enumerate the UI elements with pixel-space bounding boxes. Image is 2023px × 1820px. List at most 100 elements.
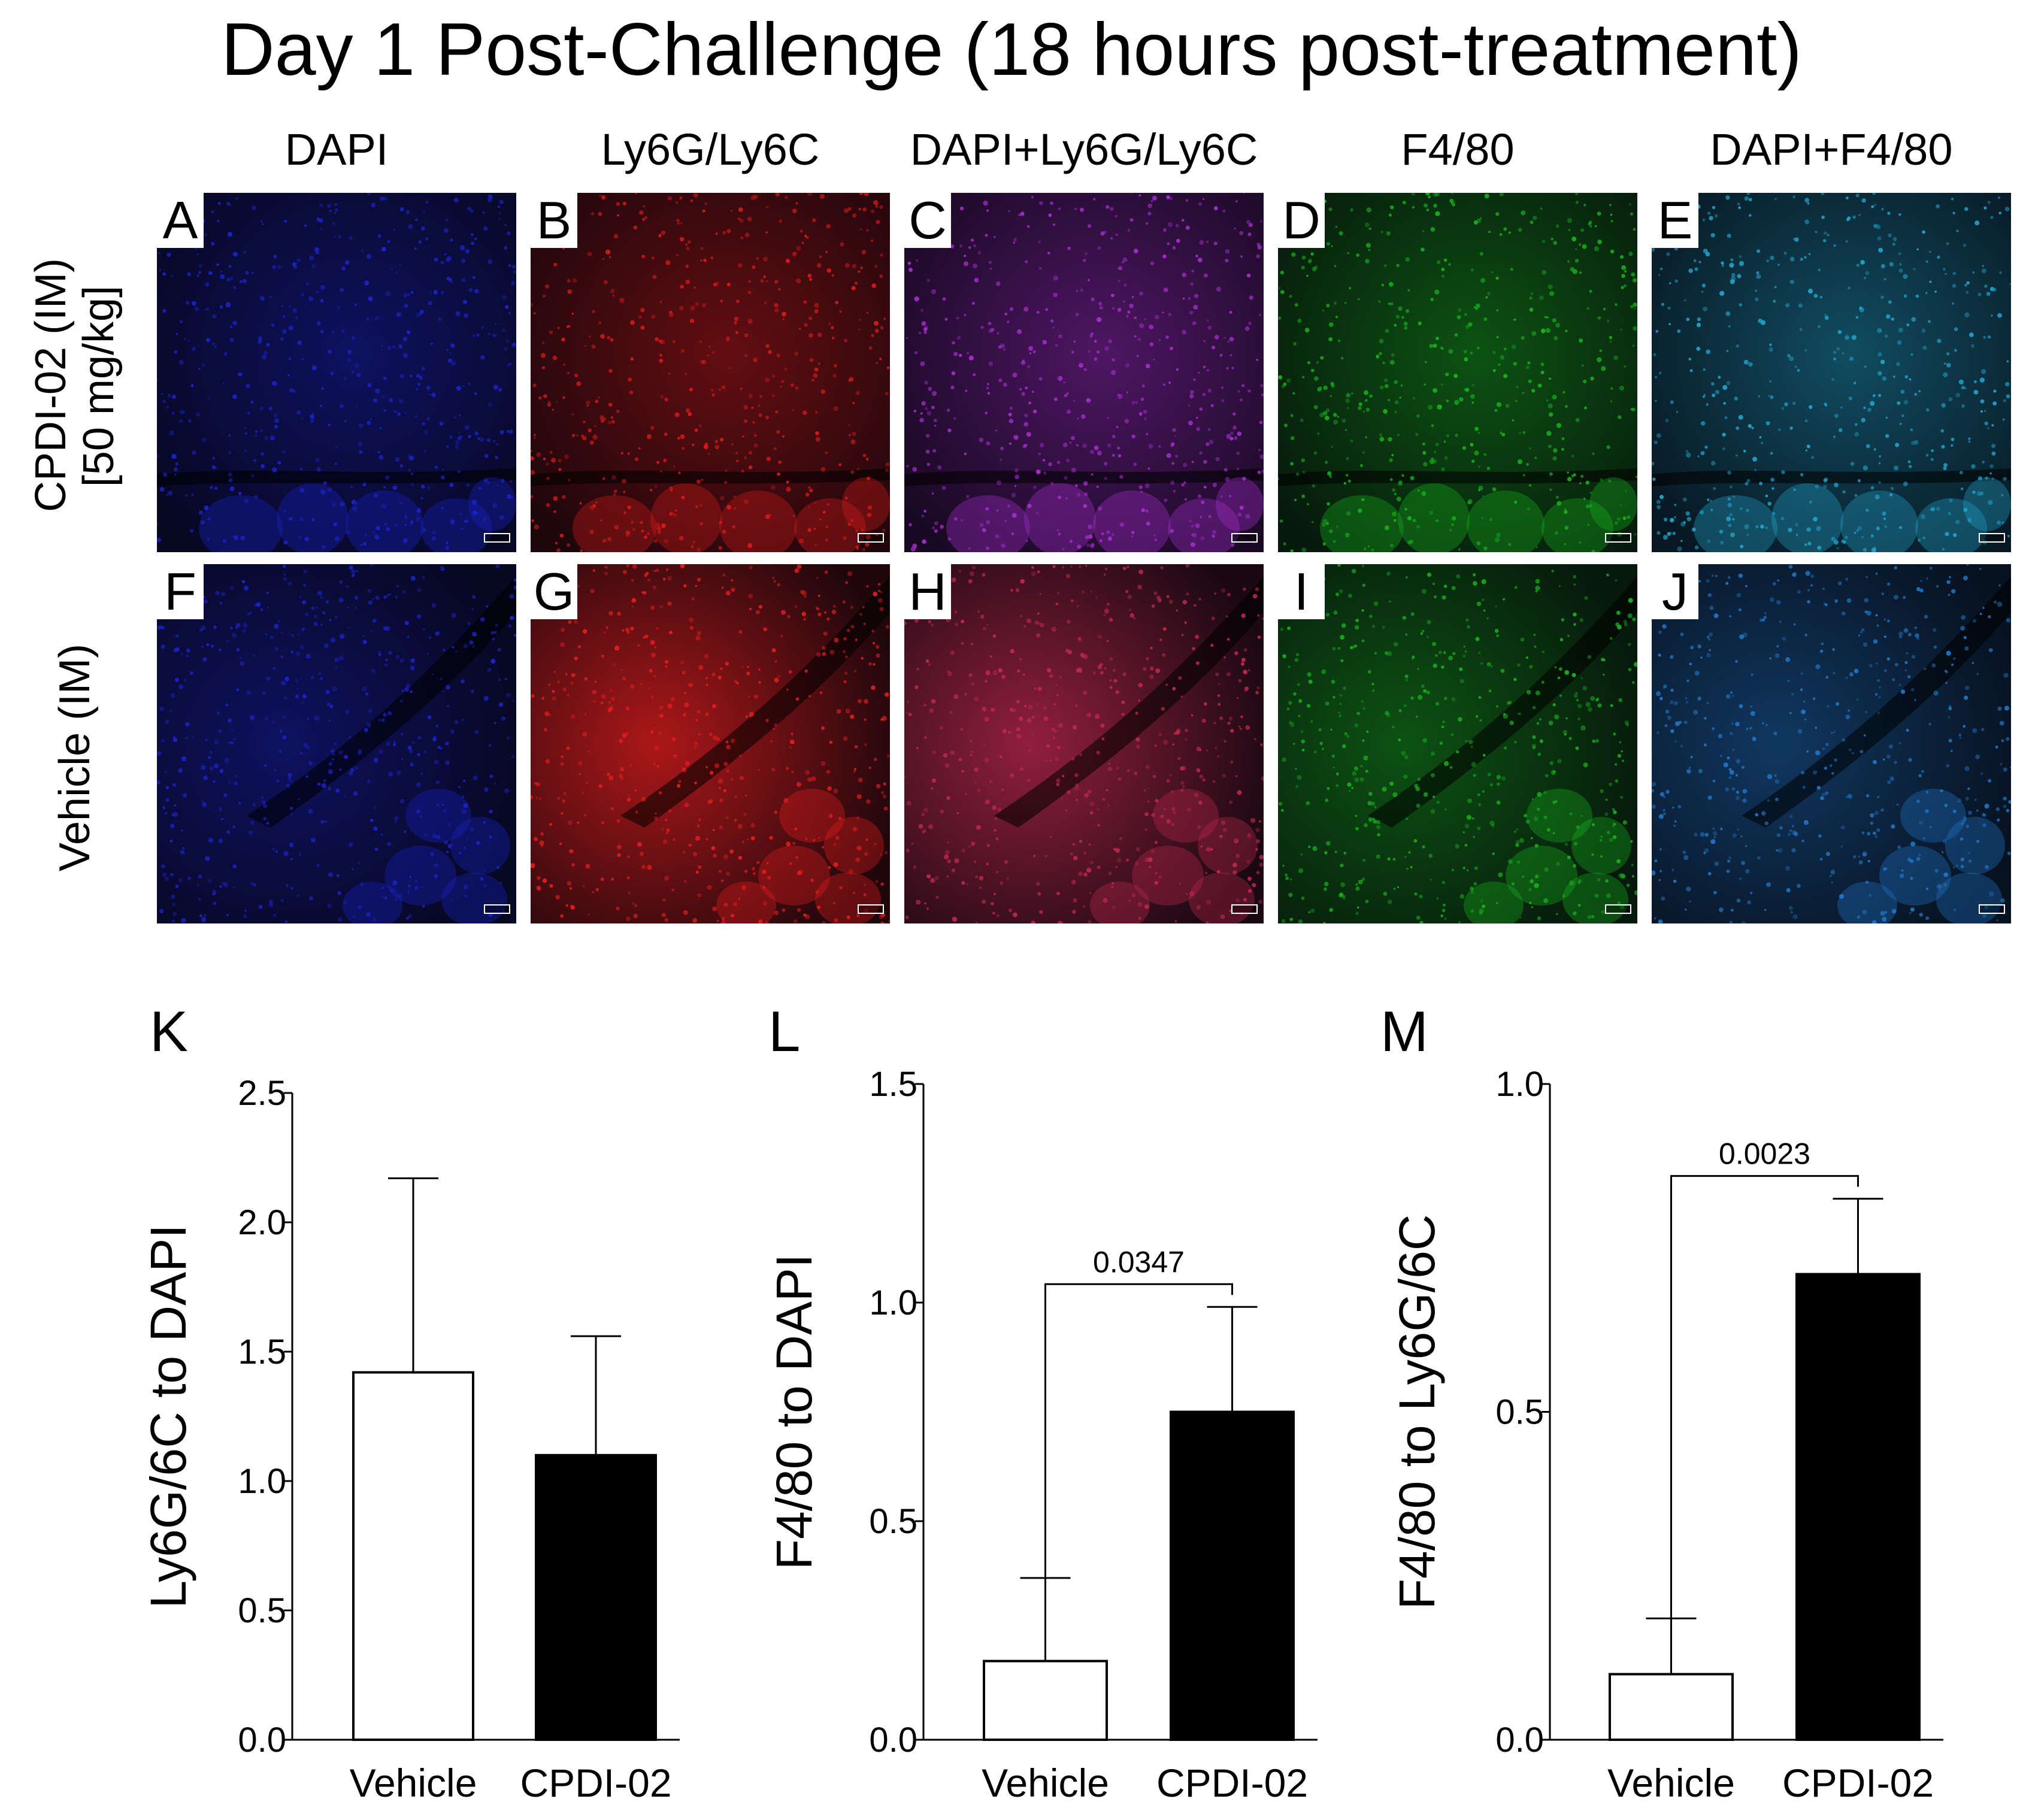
panel-letter-d: D: [1278, 193, 1325, 248]
y-tick-label: 0.5: [238, 1591, 286, 1630]
tissue-fluorescence: [531, 193, 890, 552]
scale-bar: [1231, 904, 1258, 914]
y-tick-label: 1.0: [869, 1283, 917, 1322]
micrograph-panel-c: C: [904, 193, 1264, 552]
tissue-band: [994, 576, 1264, 828]
y-tick-label: 0.0: [1495, 1721, 1544, 1760]
y-tick-label: 1.5: [238, 1333, 286, 1371]
micrograph-image: [157, 564, 516, 923]
micrograph-image: [531, 564, 890, 923]
tissue-fluorescence: [904, 193, 1264, 552]
tissue-fluorescence: [157, 564, 516, 923]
significance-bracket: [1670, 1175, 1859, 1619]
chart-panel-letter: M: [1380, 1000, 1428, 1064]
y-tick-label: 2.5: [238, 1074, 286, 1113]
scale-bar: [858, 904, 884, 914]
bar-chart-area: K 0.0 0.5 1.0 1.5 2.0 2.5 Ly6G/6C to DAPI Vehicl…: [140, 1000, 1943, 1805]
muscle-fibres: [199, 477, 516, 552]
micrograph-panel-a: A: [157, 193, 516, 552]
micrograph-panel-e: E: [1652, 193, 2011, 552]
bar-vehicle: [983, 1659, 1108, 1742]
micrograph-panel-f: F: [157, 564, 516, 923]
micrograph-image: [904, 564, 1264, 923]
muscle-fibres: [573, 477, 890, 552]
tissue-fluorescence: [1278, 193, 1637, 552]
bar-cpdi-02: [1170, 1410, 1295, 1741]
cell-speckles: [1652, 564, 2011, 923]
panel-letter-i: I: [1278, 564, 1325, 619]
micrograph-panel-g: G: [531, 564, 890, 923]
micrograph-panel-d: D: [1278, 193, 1637, 552]
muscle-fibres: [716, 789, 884, 923]
tissue-band: [1652, 468, 2011, 486]
micrograph-image: [1652, 564, 2011, 923]
x-tick-label: CPDI-02: [1782, 1761, 1934, 1805]
y-axis-label: F4/80 to DAPI: [766, 1254, 822, 1570]
panel-letter-g: G: [531, 564, 577, 619]
muscle-fibres: [1464, 789, 1631, 923]
muscle-fibres: [1837, 789, 2005, 923]
muscle-fibres: [343, 789, 510, 923]
cell-speckles: [531, 193, 890, 552]
muscle-fibres: [1090, 789, 1258, 923]
p-value-label: 0.0347: [1093, 1245, 1185, 1279]
x-tick-label: CPDI-02: [520, 1761, 671, 1805]
panel-letter-b: B: [531, 193, 577, 248]
bar-vehicle: [352, 1371, 474, 1742]
cell-speckles: [157, 193, 516, 550]
micrograph-panel-i: I: [1278, 564, 1637, 923]
micrograph-panel-h: H: [904, 564, 1264, 923]
x-tick-label: CPDI-02: [1156, 1761, 1308, 1805]
panel-letter-h: H: [904, 564, 951, 619]
column-header-ly6g-ly6c: Ly6G/Ly6C: [601, 125, 820, 174]
scale-bar: [1605, 904, 1631, 914]
muscle-fibres: [1320, 477, 1637, 552]
bar-cpdi-02: [1795, 1273, 1921, 1742]
tissue-fluorescence: [1278, 564, 1637, 923]
chart-panel-letter: L: [768, 1000, 800, 1064]
scale-bar: [484, 533, 510, 543]
cell-speckles: [906, 193, 1264, 552]
y-tick-label: 1.0: [238, 1462, 286, 1501]
scale-bar: [1979, 904, 2005, 914]
micrograph-image: [1652, 193, 2011, 552]
tissue-fluorescence: [1652, 193, 2011, 552]
micrograph-image: [1278, 564, 1637, 923]
cell-speckles: [904, 564, 1264, 923]
cell-speckles: [157, 564, 516, 923]
scale-bar: [858, 533, 884, 543]
micrograph-image: [531, 193, 890, 552]
cell-speckles: [1278, 193, 1637, 552]
tissue-fluorescence: [1652, 564, 2011, 923]
panel-letter-a: A: [157, 193, 204, 248]
tissue-band: [1278, 468, 1637, 486]
panel-letter-c: C: [904, 193, 951, 248]
tissue-band: [620, 576, 890, 828]
muscle-fibres: [946, 477, 1264, 552]
column-header-f4-80: F4/80: [1401, 125, 1515, 174]
micrograph-image: [1278, 193, 1637, 552]
x-tick-label: Vehicle: [982, 1761, 1109, 1805]
significance-bracket: [1044, 1283, 1233, 1578]
scale-bar: [1979, 533, 2005, 543]
y-tick-label: 1.0: [1495, 1065, 1544, 1104]
x-tick-label: Vehicle: [350, 1761, 477, 1805]
y-axis-label: Ly6G/6C to DAPI: [140, 1224, 196, 1608]
micrograph-image: [904, 193, 1264, 552]
row-label-cpdi-02-line2: [50 mg/kg]: [75, 285, 123, 487]
muscle-fibres: [1694, 477, 2011, 552]
panel-letter-e: E: [1652, 193, 1698, 248]
tissue-band: [531, 468, 890, 486]
tissue-fluorescence: [157, 193, 516, 552]
micrograph-panel-b: B: [531, 193, 890, 552]
bar-cpdi-02: [535, 1453, 657, 1742]
micrograph-image: [157, 193, 516, 552]
tissue-band: [1368, 576, 1637, 828]
panel-letter-j: J: [1652, 564, 1698, 619]
tissue-band: [157, 468, 516, 486]
scale-bar: [1605, 533, 1631, 543]
y-tick-label: 1.5: [869, 1065, 917, 1104]
column-header-dapi: DAPI: [284, 125, 389, 174]
tissue-fluorescence: [531, 564, 890, 923]
x-tick-label: Vehicle: [1607, 1761, 1735, 1805]
